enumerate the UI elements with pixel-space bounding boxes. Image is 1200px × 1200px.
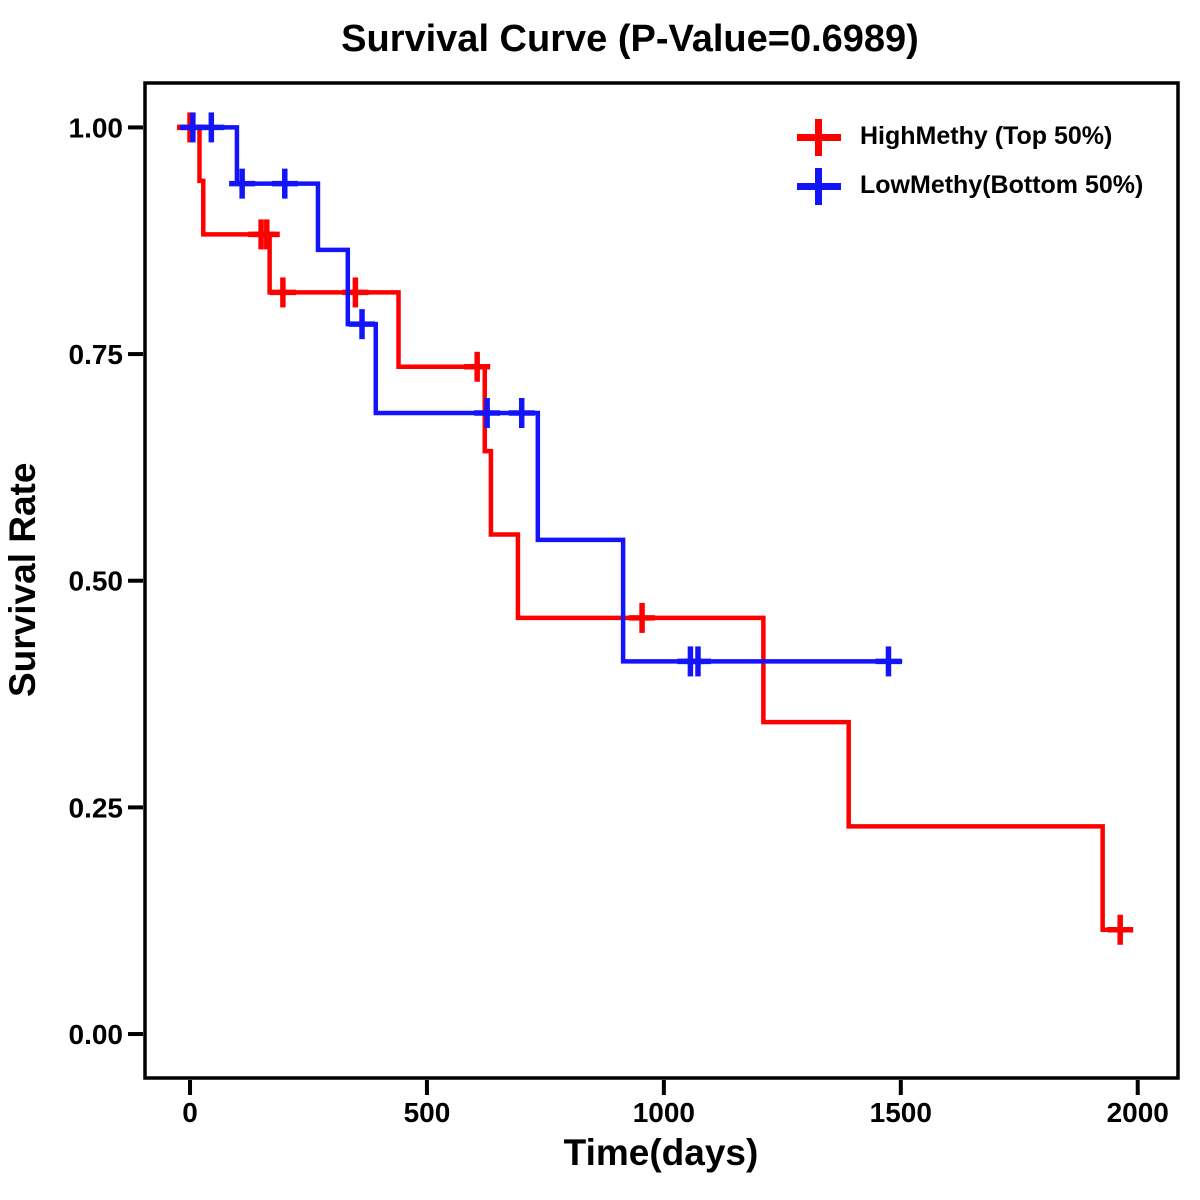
legend-entry-highmethy: HighMethy (Top 50%) [796, 112, 1176, 161]
legend: HighMethy (Top 50%) LowMethy(Bottom 50%) [796, 112, 1176, 210]
y-tick-label: 0.75 [69, 339, 124, 370]
plot-border [143, 81, 1180, 1080]
x-tick-label: 2000 [1107, 1097, 1169, 1128]
lowmethy-series [179, 112, 903, 677]
lowmethy-censor-plus-icon [796, 166, 842, 206]
highmethy-censor-plus-icon [796, 117, 842, 157]
x-axis-ticks: 0 500 1000 1500 2000 [182, 1080, 1169, 1128]
x-tick-label: 1500 [870, 1097, 932, 1128]
y-tick-label: 1.00 [69, 112, 124, 143]
y-tick-label: 0.50 [69, 566, 124, 597]
x-tick-label: 1000 [633, 1097, 695, 1128]
lowmethy-censor-marks [179, 112, 902, 677]
highmethy-survival-curve [190, 125, 1133, 933]
legend-entry-lowmethy: LowMethy(Bottom 50%) [796, 161, 1176, 210]
highmethy-censor-marks [177, 112, 1134, 945]
y-tick-label: 0.00 [69, 1019, 124, 1050]
y-axis-title: Survival Rate [2, 462, 43, 698]
x-tick-label: 0 [182, 1097, 198, 1128]
y-axis-ticks: 0.00 0.25 0.50 0.75 1.00 [69, 112, 143, 1050]
plus-vertical-bar [815, 167, 822, 205]
x-tick-label: 500 [404, 1097, 451, 1128]
x-axis-title: Time(days) [563, 1132, 759, 1173]
plus-vertical-bar [815, 118, 822, 156]
legend-label-highmethy: HighMethy (Top 50%) [860, 122, 1113, 150]
highmethy-series [177, 112, 1134, 945]
legend-label-lowmethy: LowMethy(Bottom 50%) [860, 171, 1144, 199]
chart-title: Survival Curve (P-Value=0.6989) [341, 18, 919, 60]
y-tick-label: 0.25 [69, 792, 124, 823]
